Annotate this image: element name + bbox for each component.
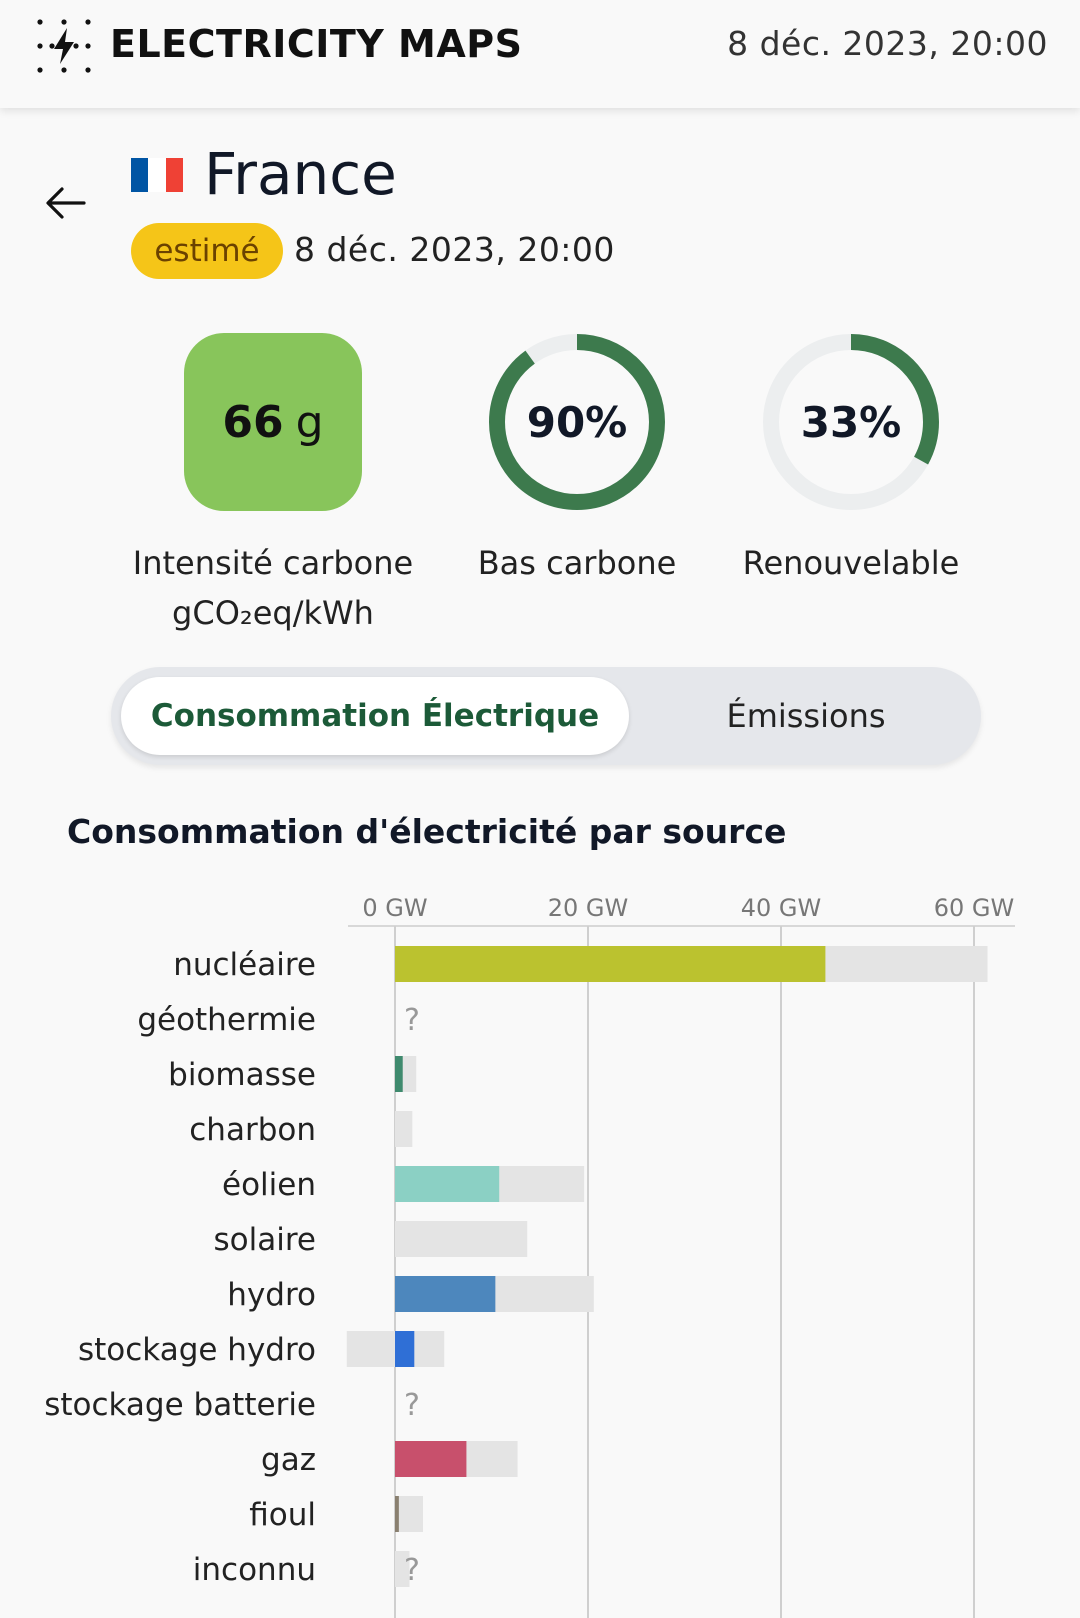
low-carbon-label: Bas carbone (477, 544, 677, 582)
header-datetime: 8 déc. 2023, 20:00 (727, 24, 1048, 63)
production-bar (395, 1441, 467, 1477)
tab-emissions[interactable]: Émissions (726, 697, 886, 735)
renewable-label: Renouvelable (742, 544, 960, 582)
category-label: gaz (261, 1442, 316, 1478)
carbon-intensity-label: Intensité carbone gCO₂eq/kWh (113, 538, 433, 638)
flag-stripe-blue (131, 158, 149, 192)
category-label: nucléaire (173, 947, 316, 983)
category-label: charbon (189, 1112, 316, 1148)
production-bar (395, 1056, 403, 1092)
production-bar (395, 1276, 496, 1312)
carbon-intensity-unit-label: gCO₂eq/kWh (172, 594, 374, 632)
x-tick-label: 60 GW (934, 894, 1015, 922)
production-bar (395, 1331, 415, 1367)
flag-france-icon (131, 158, 183, 192)
chart-title: Consommation d'électricité par source (67, 812, 787, 851)
unknown-marker: ? (404, 1388, 420, 1423)
production-bar (395, 1166, 500, 1202)
estimated-badge[interactable]: estimé (131, 223, 283, 279)
x-tick-label: 40 GW (741, 894, 822, 922)
low-carbon-ring[interactable] (488, 333, 666, 511)
category-label: inconnu (193, 1552, 316, 1588)
renewable-ring[interactable] (762, 333, 940, 511)
electricity-maps-logo-icon[interactable] (34, 16, 94, 76)
renewable-value: 33% (800, 397, 902, 447)
unknown-marker: ? (404, 1003, 420, 1038)
unknown-marker: ? (404, 1553, 420, 1588)
back-arrow-icon[interactable] (44, 185, 88, 221)
consumption-by-source-chart: 0 GW 20 GW 40 GW 60 GW nucléaire géothermie ? b… (44, 894, 1015, 1618)
zone-datetime: 8 déc. 2023, 20:00 (294, 230, 615, 269)
carbon-intensity-value: 66 (222, 396, 284, 448)
x-tick-label: 0 GW (362, 894, 427, 922)
category-label: fioul (249, 1497, 316, 1533)
capacity-bar (395, 1221, 528, 1257)
capacity-bar (395, 1551, 410, 1587)
category-label: solaire (214, 1222, 316, 1258)
brand-name[interactable]: ELECTRICITY MAPS (110, 22, 523, 66)
flag-stripe-red (165, 158, 183, 192)
production-bar (395, 1496, 399, 1532)
top-bar: ELECTRICITY MAPS 8 déc. 2023, 20:00 (0, 0, 1080, 108)
carbon-intensity-box[interactable]: 66 g (184, 333, 362, 511)
carbon-intensity-unit: g (295, 396, 324, 448)
category-label: hydro (227, 1277, 316, 1313)
category-label: géothermie (137, 1002, 316, 1038)
low-carbon-value: 90% (526, 397, 628, 447)
production-bar (395, 946, 826, 982)
category-label: éolien (222, 1167, 316, 1203)
data-type-toggle: Consommation Électrique Émissions (111, 667, 981, 765)
country-name: France (204, 140, 397, 208)
category-label: biomasse (168, 1057, 316, 1093)
category-label: stockage hydro (78, 1332, 316, 1368)
category-label: stockage batterie (44, 1387, 316, 1423)
x-tick-label: 20 GW (548, 894, 629, 922)
flag-stripe-white (148, 158, 166, 192)
carbon-intensity-label-line1: Intensité carbone (132, 544, 414, 582)
capacity-bar (395, 1111, 413, 1147)
tab-electricity-consumption[interactable]: Consommation Électrique (121, 677, 629, 755)
capacity-bar (395, 1496, 423, 1532)
